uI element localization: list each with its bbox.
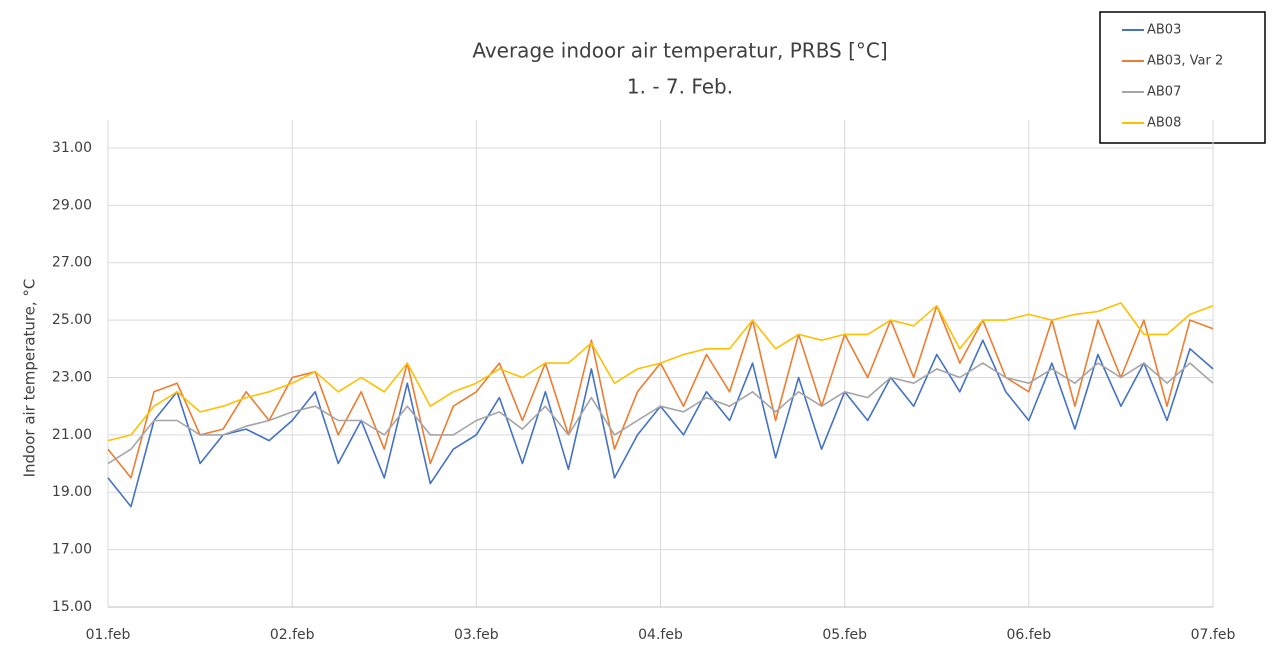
y-tick-label: 17.00 [52, 542, 92, 558]
y-tick-label: 25.00 [52, 312, 92, 328]
x-tick-label: 02.feb [270, 627, 315, 643]
y-tick-label: 31.00 [52, 140, 92, 156]
x-tick-label: 07.feb [1191, 627, 1236, 643]
y-tick-label: 29.00 [52, 197, 92, 213]
y-tick-label: 21.00 [52, 427, 92, 443]
chart-title: Average indoor air temperatur, PRBS [°C] [472, 39, 887, 63]
legend-label: AB03 [1147, 23, 1181, 38]
x-tick-label: 05.feb [822, 627, 867, 643]
legend-label: AB03, Var 2 [1147, 54, 1223, 69]
chart-subtitle: 1. - 7. Feb. [627, 75, 733, 99]
x-tick-label: 03.feb [454, 627, 499, 643]
y-tick-label: 27.00 [52, 255, 92, 271]
y-axis-label: Indoor air temperature, °C [21, 279, 39, 478]
y-tick-label: 23.00 [52, 369, 92, 385]
legend-label: AB08 [1147, 116, 1181, 131]
x-tick-label: 06.feb [1006, 627, 1051, 643]
y-tick-label: 19.00 [52, 484, 92, 500]
y-tick-label: 15.00 [52, 599, 92, 615]
legend [1099, 11, 1266, 144]
x-tick-label: 01.feb [86, 627, 131, 643]
x-tick-label: 04.feb [638, 627, 683, 643]
series-line [107, 362, 1214, 465]
series-line [107, 302, 1214, 442]
legend-label: AB07 [1147, 85, 1181, 100]
